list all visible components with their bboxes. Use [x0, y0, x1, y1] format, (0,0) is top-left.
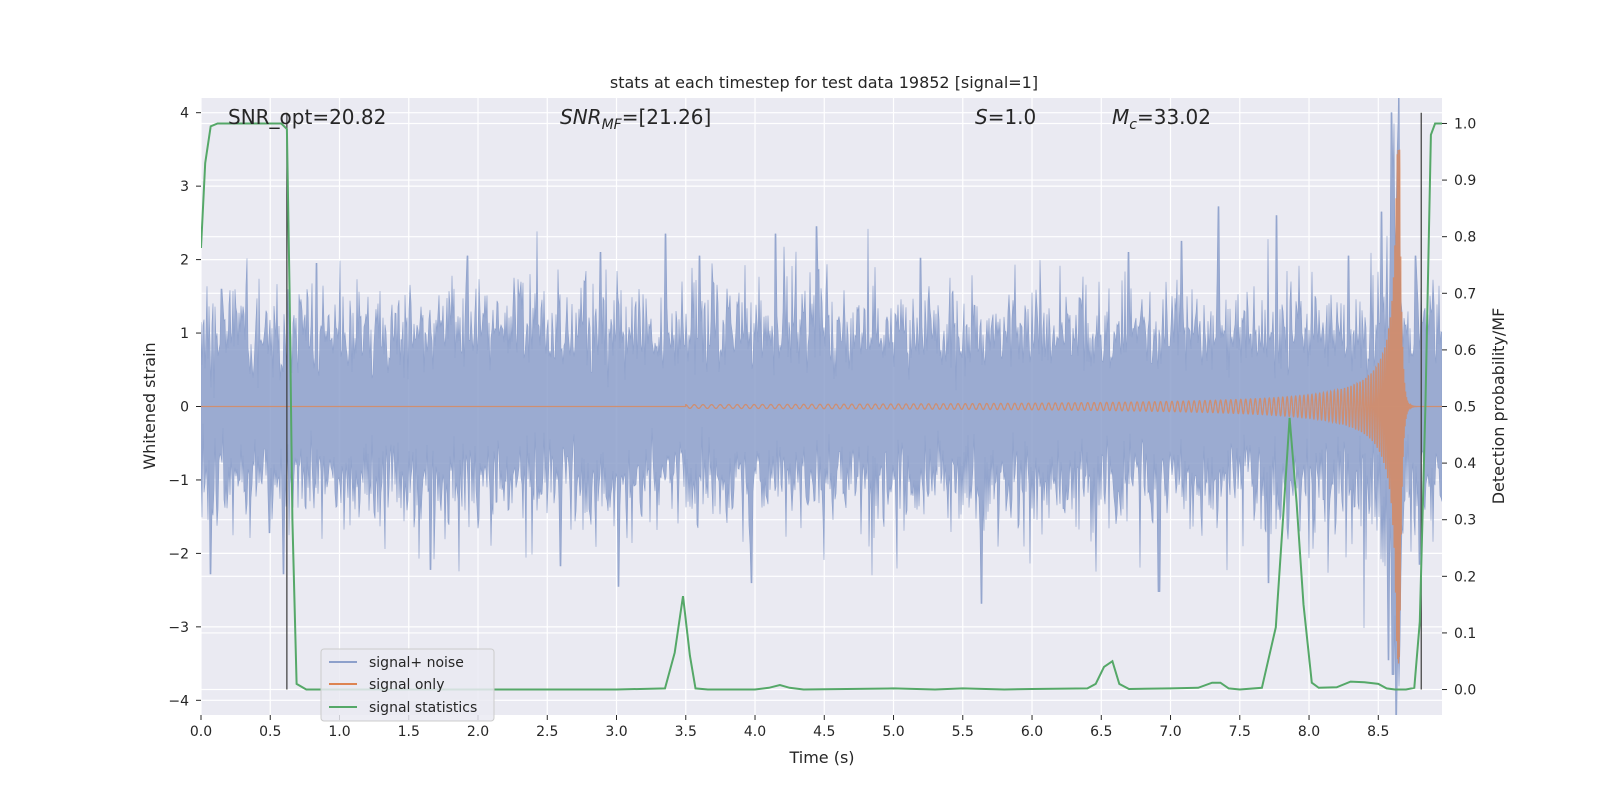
y-right-tick-label: 0.7: [1454, 286, 1476, 302]
y-left-tick-label: −4: [168, 693, 189, 709]
annotation-s-symbol: S: [975, 105, 988, 129]
x-tick-label: 8.0: [1298, 724, 1320, 740]
y-right-tick-label: 0.9: [1454, 173, 1476, 189]
y-left-tick-label: −3: [168, 620, 189, 636]
y-left-tick-label: −1: [168, 473, 189, 489]
x-tick-label: 0.5: [259, 724, 281, 740]
annotation-mc: Mc=33.02: [1112, 105, 1211, 133]
x-tick-label: 4.0: [744, 724, 766, 740]
legend: signal+ noise signal only signal statist…: [320, 648, 495, 722]
y-left-tick-label: 2: [180, 253, 189, 269]
x-tick-label: 7.0: [1159, 724, 1181, 740]
legend-box: [320, 648, 495, 722]
x-tick-label: 5.0: [882, 724, 904, 740]
x-tick-label: 1.0: [328, 724, 350, 740]
y-right-tick-label: 0.5: [1454, 400, 1476, 416]
series-signal-statistics-line: [201, 122, 1442, 691]
x-tick-label: 6.5: [1090, 724, 1112, 740]
x-tick-label: 6.0: [1021, 724, 1043, 740]
x-tick-label: 1.5: [398, 724, 420, 740]
y-right-axis-label: Detection probability/MF: [1489, 308, 1508, 505]
annotation-snr-mf-value: =[21.26]: [622, 105, 712, 129]
legend-label-signal-plus-noise: signal+ noise: [369, 655, 464, 671]
y-right-tick-label: 0.6: [1454, 343, 1476, 359]
x-tick-label: 8.5: [1367, 724, 1389, 740]
annotation-mc-symbol: M: [1112, 105, 1129, 129]
y-left-axis-ticks: −4 −3 −2 −1 0 1 2 3 4: [168, 106, 201, 709]
y-right-tick-label: 1.0: [1454, 116, 1476, 132]
x-tick-label: 4.5: [813, 724, 835, 740]
legend-label-signal-only: signal only: [369, 677, 444, 693]
y-right-tick-label: 0.4: [1454, 456, 1476, 472]
y-left-tick-label: −2: [168, 546, 189, 562]
annotation-s: S=1.0: [975, 105, 1036, 129]
chart-title: stats at each timestep for test data 198…: [610, 73, 1038, 92]
x-tick-label: 3.0: [605, 724, 627, 740]
annotation-mc-subscript: c: [1129, 117, 1137, 133]
x-tick-label: 5.5: [952, 724, 974, 740]
y-left-axis-label: Whitened strain: [140, 342, 159, 469]
y-right-tick-label: 0.8: [1454, 230, 1476, 246]
y-right-tick-label: 0.1: [1454, 626, 1476, 642]
x-tick-label: 0.0: [190, 724, 212, 740]
annotation-s-value: =1.0: [988, 105, 1037, 129]
y-left-tick-label: 0: [180, 400, 189, 416]
legend-label-signal-statistics: signal statistics: [369, 700, 477, 716]
annotation-snr-mf: SNRMF=[21.26]: [560, 105, 711, 133]
y-right-tick-label: 0.0: [1454, 683, 1476, 699]
x-tick-label: 2.0: [467, 724, 489, 740]
x-tick-label: 2.5: [536, 724, 558, 740]
annotation-snr-mf-symbol: SNR: [560, 105, 602, 129]
y-right-tick-label: 0.2: [1454, 569, 1476, 585]
y-left-tick-label: 3: [180, 179, 189, 195]
x-tick-label: 3.5: [675, 724, 697, 740]
x-axis-label: Time (s): [788, 748, 854, 767]
y-right-tick-label: 0.3: [1454, 513, 1476, 529]
x-tick-label: 7.5: [1229, 724, 1251, 740]
y-right-axis-ticks: 0.0 0.1 0.2 0.3 0.4 0.5 0.6 0.7 0.8 0.9 1.0: [1442, 116, 1476, 699]
annotation-snr-mf-subscript: MF: [602, 117, 623, 133]
plot-area: [200, 98, 1442, 715]
y-left-tick-label: 1: [180, 326, 189, 342]
y-left-tick-label: 4: [180, 106, 189, 122]
x-axis-ticks: 0.0 0.5 1.0 1.5 2.0 2.5 3.0 3.5 4.0 4.5 5.0 5.5 6.0 6…: [190, 715, 1389, 740]
series-signal-only-line: [201, 149, 1442, 664]
annotation-mc-value: =33.02: [1137, 105, 1211, 129]
annotation-snr-opt: SNR_opt=20.82: [228, 105, 386, 129]
